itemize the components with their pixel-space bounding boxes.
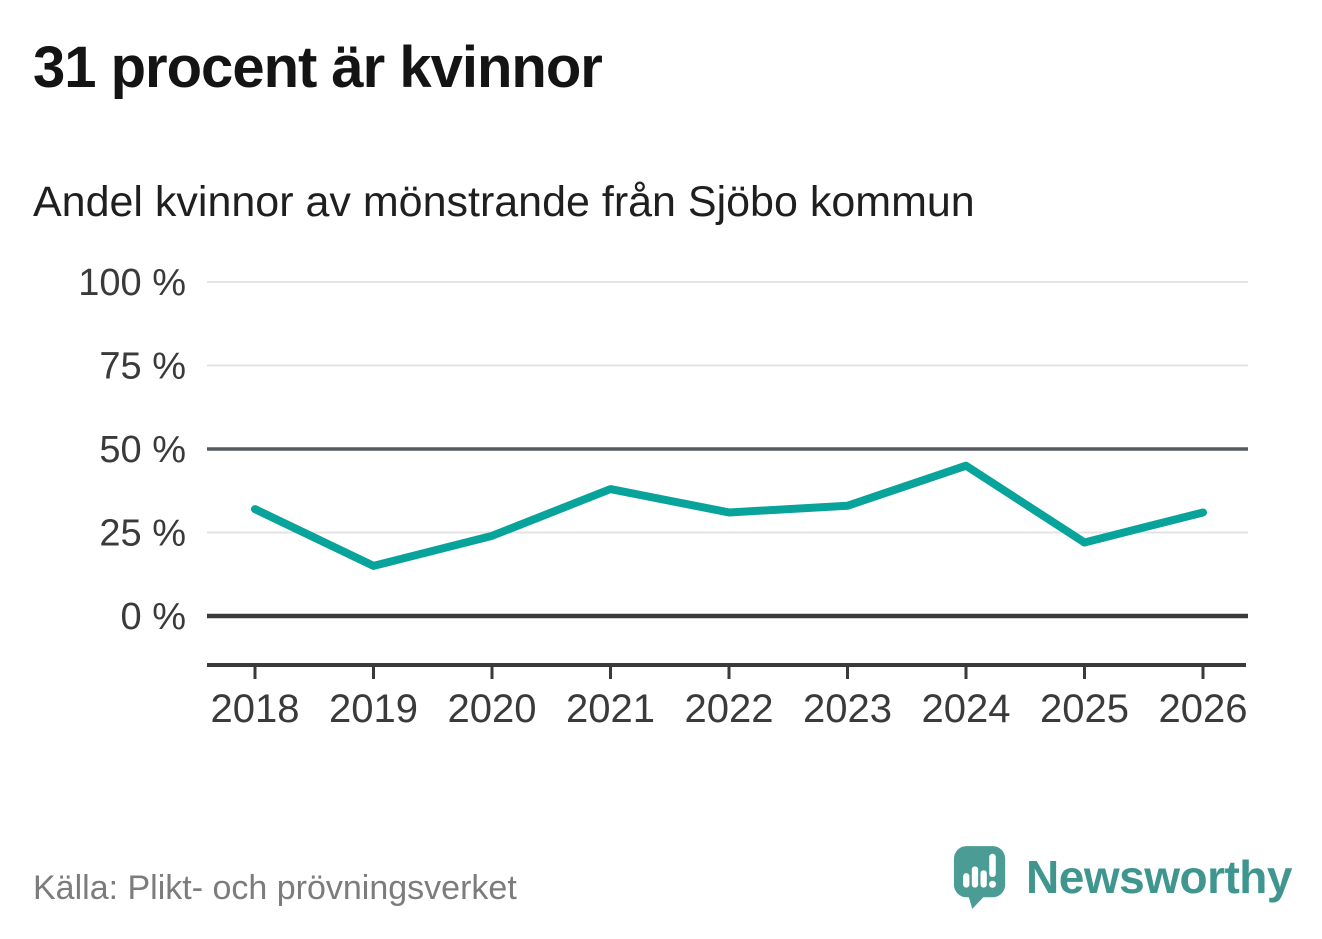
logo-exclamation-dot (989, 880, 997, 888)
logo-bar-2 (971, 866, 979, 888)
chart-headline: 31 procent är kvinnor (33, 35, 603, 100)
y-tick-label: 0 % (121, 596, 186, 638)
newsworthy-icon (953, 846, 1006, 909)
x-tick-label: 2018 (211, 687, 300, 731)
logo-bubble (953, 846, 1006, 898)
chart-subtitle: Andel kvinnor av mönstrande från Sjöbo k… (33, 178, 975, 226)
x-tick-label: 2019 (329, 687, 418, 731)
x-tick-label: 2026 (1159, 687, 1248, 731)
x-tick-label: 2021 (566, 687, 655, 731)
source-note: Källa: Plikt- och prövningsverket (33, 869, 517, 907)
logo-bar-3 (980, 870, 987, 888)
y-tick-label: 100 % (78, 262, 186, 304)
x-tick-label: 2023 (803, 687, 892, 731)
data-line (251, 461, 1207, 570)
newsworthy-logo: Newsworthy (952, 842, 1292, 912)
y-tick-label: 25 % (99, 513, 186, 555)
y-tick-label: 50 % (99, 429, 186, 471)
x-tick-label: 2024 (922, 687, 1011, 731)
logo-bar-1 (963, 873, 970, 888)
logo-exclamation-bar (989, 853, 996, 877)
x-tick-label: 2022 (685, 687, 774, 731)
x-tick-label: 2025 (1040, 687, 1129, 731)
brand-name: Newsworthy (1026, 851, 1292, 903)
x-tick-label: 2020 (448, 687, 537, 731)
y-tick-label: 75 % (99, 346, 186, 388)
logo-bubble-tail (967, 892, 988, 909)
